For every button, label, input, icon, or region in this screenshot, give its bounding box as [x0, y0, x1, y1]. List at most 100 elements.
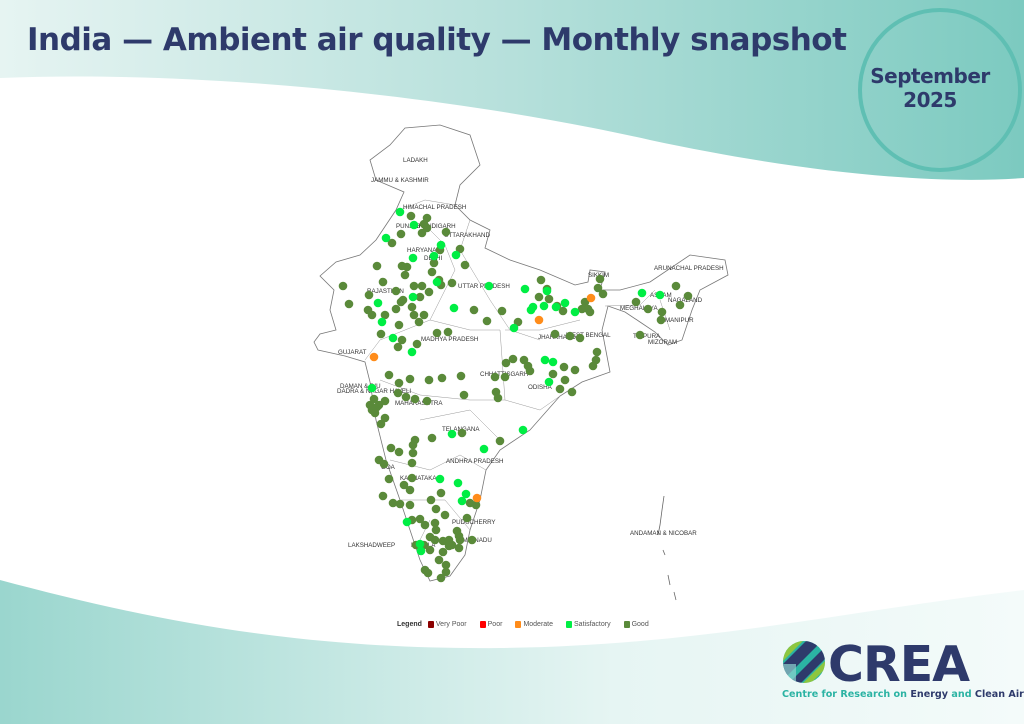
state-label: ANDHRA PRADESH: [446, 458, 503, 465]
station-dot-good: [575, 333, 585, 343]
state-label: LAKSHADWEEP: [348, 542, 395, 549]
station-dot-good: [401, 392, 411, 402]
station-dot-good: [467, 535, 477, 545]
station-dot-good: [367, 310, 377, 320]
state-label: JAMMU & KASHMIR: [371, 177, 429, 184]
station-dot-good: [443, 327, 453, 337]
station-dot-good: [441, 560, 451, 570]
station-dot-good: [567, 387, 577, 397]
station-dot-good: [410, 394, 420, 404]
station-dot-good: [441, 227, 451, 237]
station-dot-satisfactory: [457, 496, 467, 506]
station-dot-good: [550, 329, 560, 339]
legend-label: Poor: [487, 621, 503, 628]
station-dot-good: [417, 228, 427, 238]
station-dot-good: [429, 258, 439, 268]
station-dot-satisfactory: [451, 250, 461, 260]
station-dot-good: [396, 297, 406, 307]
station-dot-good: [364, 290, 374, 300]
station-dot-moderate: [586, 293, 596, 303]
station-dot-good: [595, 274, 605, 284]
tagline-part: Clean Air: [974, 689, 1024, 700]
station-dot-good: [394, 320, 404, 330]
station-dot-moderate: [369, 352, 379, 362]
state-label: UTTAR PRADESH: [458, 283, 510, 290]
station-dot-good: [424, 375, 434, 385]
station-dot-good: [412, 339, 422, 349]
legend-swatch: [515, 621, 522, 628]
station-dot-good: [378, 277, 388, 287]
legend-item-moderate: Moderate: [515, 621, 553, 628]
station-dot-good: [379, 459, 389, 469]
station-dot-good: [405, 374, 415, 384]
station-dot-good: [420, 520, 430, 530]
state-label: NAGALAND: [668, 297, 703, 304]
station-dot-good: [570, 365, 580, 375]
station-dot-good: [431, 504, 441, 514]
station-dot-good: [501, 358, 511, 368]
state-label: PUNJAB: [396, 223, 420, 230]
station-dot-good: [386, 443, 396, 453]
station-dot-good: [427, 433, 437, 443]
andaman-nicobar-islands: [657, 495, 677, 601]
station-dot-good: [583, 304, 593, 314]
station-dot-good: [454, 543, 464, 553]
station-dot-satisfactory: [402, 517, 412, 527]
legend-item-satisfactory: Satisfactory: [566, 621, 611, 628]
station-dot-good: [425, 545, 435, 555]
station-dot-good: [548, 369, 558, 379]
station-dot-good: [387, 238, 397, 248]
station-dot-satisfactory: [539, 301, 549, 311]
station-dot-satisfactory: [408, 292, 418, 302]
station-dot-good: [671, 281, 681, 291]
station-dot-good: [559, 362, 569, 372]
station-dot-good: [380, 310, 390, 320]
station-dot-good: [405, 500, 415, 510]
state-label: GOA: [381, 464, 396, 471]
state-label: UTTARAKHAND: [444, 232, 490, 239]
station-dot-satisfactory: [381, 233, 391, 243]
legend: Legend Very Poor Poor Moderate Satisfact…: [397, 621, 658, 628]
station-dot-good: [423, 568, 433, 578]
station-dot-good: [408, 448, 418, 458]
station-dot-good: [456, 371, 466, 381]
legend-label: Moderate: [523, 621, 554, 628]
station-dot-good: [560, 375, 570, 385]
station-dot-good: [408, 440, 418, 450]
station-dot-good: [440, 510, 450, 520]
station-dot-good: [444, 541, 454, 551]
state-label: DAMAN & DIU: [340, 383, 381, 390]
station-dot-good: [431, 525, 441, 535]
station-dot-satisfactory: [409, 220, 419, 230]
page-title: India — Ambient air quality — Monthly sn…: [27, 22, 847, 58]
station-dot-good: [422, 396, 432, 406]
state-label: GUJARAT: [338, 349, 367, 356]
station-dot-good: [393, 388, 403, 398]
state-label: RAJASTHAN: [367, 288, 404, 295]
station-dot-good: [577, 304, 587, 314]
station-dot-good: [391, 286, 401, 296]
station-dot-good: [558, 306, 568, 316]
legend-swatch: [566, 621, 573, 628]
station-dot-satisfactory: [544, 377, 554, 387]
station-dot-good: [372, 261, 382, 271]
station-dot-good: [436, 488, 446, 498]
station-dot-good: [555, 384, 565, 394]
station-dot-good: [588, 361, 598, 371]
crea-logo-icon: [783, 641, 825, 683]
station-dot-satisfactory: [436, 240, 446, 250]
station-dot-satisfactory: [518, 425, 528, 435]
station-dot-good: [593, 283, 603, 293]
crea-tagline: Centre for Research on Energy and Clean …: [782, 689, 1024, 700]
legend-title: Legend: [397, 621, 422, 628]
station-dot-good: [565, 331, 575, 341]
station-dot-satisfactory: [407, 347, 417, 357]
station-dot-good: [592, 347, 602, 357]
state-label: MADHYA PRADESH: [421, 336, 478, 343]
station-dot-good: [534, 292, 544, 302]
station-dot-satisfactory: [447, 429, 457, 439]
station-dot-good: [490, 372, 500, 382]
legend-label: Very Poor: [435, 621, 467, 628]
station-dot-good: [493, 393, 503, 403]
station-dot-good: [657, 307, 667, 317]
